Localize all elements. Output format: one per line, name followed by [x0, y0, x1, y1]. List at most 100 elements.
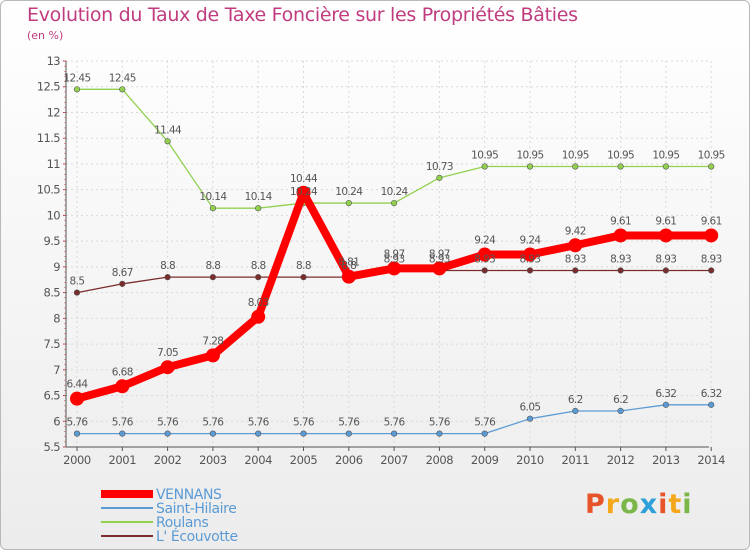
data-label: 8.8	[296, 260, 311, 272]
x-tick-label: 2004	[244, 453, 272, 467]
data-label: 10.14	[199, 191, 227, 203]
y-tick-label: 7.5	[44, 337, 61, 351]
data-label: 12.45	[109, 72, 136, 84]
y-tick-label: 9	[53, 260, 60, 274]
data-label: 10.95	[652, 150, 679, 162]
data-label: 5.76	[293, 417, 315, 429]
data-point	[73, 86, 81, 93]
y-tick-label: 9.5	[44, 234, 61, 248]
data-label: 8.93	[384, 253, 405, 265]
data-point	[300, 430, 307, 437]
data-point	[300, 274, 307, 281]
logo-letter: t	[668, 489, 683, 520]
y-tick-label: 10	[47, 208, 61, 222]
data-label: 8.67	[112, 267, 133, 279]
data-point	[526, 415, 534, 422]
legend-label: VENNANS	[156, 487, 222, 503]
proxiti-logo: Proxiti	[585, 489, 693, 520]
data-point	[613, 228, 628, 243]
data-label: 5.76	[429, 417, 451, 429]
legend-label: L' Écouvotte	[156, 528, 238, 545]
data-point	[119, 86, 126, 93]
y-tick-label: 12	[47, 105, 61, 119]
data-point	[662, 163, 670, 170]
data-label: 5.76	[248, 417, 270, 429]
data-label: 6.32	[701, 388, 722, 400]
data-label: 8.03	[248, 297, 269, 309]
data-point	[164, 138, 171, 145]
data-label: 5.76	[202, 417, 224, 429]
data-point	[73, 430, 81, 437]
data-label: 10.95	[471, 150, 498, 162]
data-label: 10.73	[426, 161, 453, 173]
logo-letter: i	[658, 489, 669, 520]
data-point	[345, 430, 352, 437]
data-label: 5.76	[157, 417, 179, 429]
y-tick-label: 5.5	[44, 440, 61, 454]
data-point	[209, 274, 216, 281]
data-label: 6.68	[112, 366, 133, 378]
y-tick-label: 7	[53, 363, 60, 377]
data-point	[658, 228, 673, 243]
x-tick-label: 2010	[516, 453, 544, 467]
chart-title: Evolution du Taux de Taxe Foncière sur l…	[27, 4, 578, 26]
data-label: 8.93	[474, 253, 495, 265]
data-point	[119, 280, 126, 287]
data-point	[164, 274, 171, 281]
data-point	[255, 274, 262, 281]
x-tick-label: 2002	[154, 453, 182, 467]
data-point	[662, 401, 670, 408]
data-label: 8.93	[701, 253, 722, 265]
data-point	[160, 360, 175, 375]
data-label: 11.44	[154, 124, 182, 136]
data-label: 6.05	[520, 402, 541, 414]
data-label: 5.76	[338, 417, 360, 429]
data-point	[477, 247, 492, 262]
data-label: 12.45	[63, 72, 90, 84]
data-point	[436, 430, 443, 437]
data-label: 8.93	[520, 253, 541, 265]
y-tick-label: 11.5	[37, 131, 60, 145]
data-label: 9.61	[701, 215, 722, 227]
data-point	[572, 267, 579, 274]
data-label: 7.05	[157, 347, 178, 359]
data-label: 8.8	[251, 260, 266, 272]
data-point	[205, 348, 220, 363]
data-label: 9.61	[610, 215, 631, 227]
data-label: 8.97	[384, 248, 405, 260]
data-point	[481, 267, 488, 274]
logo-letter: i	[682, 489, 693, 520]
data-point	[209, 205, 216, 212]
data-label: 5.76	[474, 417, 496, 429]
y-tick-label: 8.5	[44, 286, 61, 300]
x-tick-label: 2008	[426, 453, 454, 467]
y-axis-unit: (en %)	[27, 29, 64, 42]
data-point	[572, 407, 579, 415]
data-point	[526, 163, 534, 170]
legend-label: Saint-Hilaire	[156, 501, 236, 517]
x-tick-label: 2012	[607, 453, 635, 467]
data-label: 5.76	[384, 417, 406, 429]
data-point	[255, 430, 262, 437]
data-point	[255, 205, 262, 212]
y-tick-label: 11	[47, 157, 61, 171]
data-label: 10.24	[290, 186, 318, 198]
data-point	[387, 261, 402, 276]
data-point	[708, 401, 715, 408]
y-tick-label: 6	[53, 414, 60, 428]
data-point	[341, 269, 356, 284]
data-label: 8.8	[205, 260, 220, 272]
data-label: 9.42	[565, 225, 586, 237]
data-label: 6.44	[67, 379, 89, 391]
x-tick-label: 2011	[561, 453, 589, 467]
logo-letter: r	[605, 489, 621, 520]
x-tick-label: 2007	[380, 453, 408, 467]
data-label: 6.32	[655, 388, 676, 400]
data-point	[432, 261, 447, 276]
data-label: 8.93	[565, 253, 586, 265]
data-point	[481, 430, 488, 437]
data-point	[481, 163, 488, 170]
y-tick-label: 13	[47, 54, 61, 68]
